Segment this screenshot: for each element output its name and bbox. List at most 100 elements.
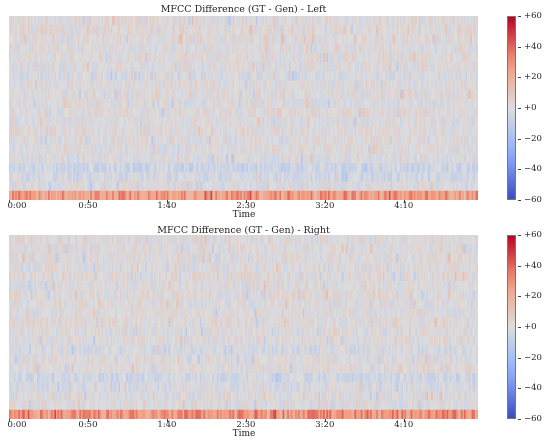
heatmap-cell (227, 71, 230, 81)
heatmap-cell (431, 135, 434, 146)
heatmap-cell (237, 43, 240, 54)
heatmap-cell (104, 80, 107, 90)
heatmap-cell (457, 16, 460, 26)
heatmap-cell (285, 89, 288, 100)
heatmap-cell (313, 34, 316, 44)
heatmap-cell (152, 135, 155, 146)
heatmap-cell (177, 34, 180, 44)
heatmap-cell (112, 163, 115, 173)
heatmap-cell (326, 126, 329, 136)
heatmap-cell (326, 43, 329, 54)
heatmap-cell (276, 62, 279, 72)
heatmap-cell (199, 43, 202, 54)
heatmap-cell (349, 80, 352, 90)
heatmap-cell (432, 126, 435, 136)
heatmap-cell (176, 117, 179, 127)
heatmap-cell (424, 34, 427, 44)
heatmap-cell (135, 89, 138, 100)
heatmap-cell (193, 163, 196, 173)
heatmap-cell (467, 43, 470, 54)
heatmap-cell (240, 80, 243, 90)
heatmap-cell (155, 126, 158, 136)
heatmap-cell (74, 71, 77, 81)
heatmap-cell (21, 25, 24, 35)
heatmap-cell (235, 71, 238, 81)
heatmap-cell (23, 163, 26, 173)
heatmap-cell (352, 117, 355, 127)
heatmap-cell (248, 16, 251, 26)
heatmap-cell (177, 144, 180, 155)
heatmap-cell (43, 154, 46, 164)
heatmap-cell (15, 34, 18, 44)
heatmap-cell (109, 108, 112, 118)
heatmap-cell (396, 154, 399, 164)
heatmap-cell (182, 52, 185, 63)
heatmap-cell (107, 71, 110, 81)
heatmap-cell (270, 89, 273, 100)
heatmap-cell (48, 71, 51, 81)
heatmap-cell (102, 163, 105, 173)
heatmap-cell (127, 117, 130, 127)
heatmap-cell (277, 144, 280, 155)
heatmap-cell (395, 154, 398, 164)
heatmap-cell (243, 108, 246, 118)
heatmap-cell (94, 25, 97, 35)
heatmap-cell (431, 108, 434, 118)
heatmap-cell (241, 163, 244, 173)
heatmap-cell (12, 16, 15, 26)
heatmap-cell (384, 126, 387, 136)
heatmap-cell (129, 163, 132, 173)
heatmap-cell (32, 135, 35, 146)
heatmap-cell (232, 71, 235, 81)
heatmap-cell (135, 98, 138, 109)
heatmap-cell (19, 154, 22, 164)
heatmap-cell (215, 16, 218, 26)
heatmap-cell (130, 80, 133, 90)
heatmap-cell (238, 52, 241, 63)
heatmap-cell (385, 135, 388, 146)
heatmap-cell (282, 144, 285, 155)
heatmap-cell (196, 80, 199, 90)
heatmap-cell (60, 126, 63, 136)
heatmap-cell (205, 34, 208, 44)
heatmap-cell (424, 98, 427, 109)
heatmap-cell (388, 52, 391, 63)
heatmap-cell (252, 108, 255, 118)
heatmap-cell (135, 144, 138, 155)
heatmap-cell (352, 43, 355, 54)
heatmap-cell (109, 16, 112, 26)
heatmap-cell (54, 71, 57, 81)
heatmap-cell (243, 52, 246, 63)
heatmap-cell (59, 25, 61, 35)
heatmap-cell (223, 117, 226, 127)
heatmap-cell (118, 135, 121, 146)
heatmap-cell (438, 25, 441, 35)
heatmap-cell (470, 108, 473, 118)
heatmap-cell (256, 126, 258, 136)
heatmap-cell (69, 16, 72, 26)
heatmap-cell (323, 62, 326, 72)
heatmap-cell (185, 98, 188, 109)
heatmap-cell (98, 98, 101, 109)
heatmap-cell (276, 80, 279, 90)
heatmap-cell (9, 62, 11, 72)
heatmap-cell (356, 126, 359, 136)
heatmap-cell (137, 80, 140, 90)
heatmap-cell (279, 52, 282, 63)
heatmap-cell (323, 126, 326, 136)
heatmap-cell (467, 34, 470, 44)
heatmap-cell (134, 62, 137, 72)
heatmap-cell (352, 126, 355, 136)
heatmap-cell (132, 117, 135, 127)
heatmap-cell (290, 135, 293, 146)
heatmap-cell (68, 163, 71, 173)
heatmap-cell (29, 34, 32, 44)
heatmap-cell (354, 117, 357, 127)
heatmap-cell (384, 80, 387, 90)
heatmap-cell (198, 43, 201, 54)
heatmap-cell (179, 34, 182, 44)
heatmap-cell (162, 126, 165, 136)
heatmap-cell (234, 52, 237, 63)
heatmap-cell (326, 25, 329, 35)
heatmap-cell (291, 126, 294, 136)
